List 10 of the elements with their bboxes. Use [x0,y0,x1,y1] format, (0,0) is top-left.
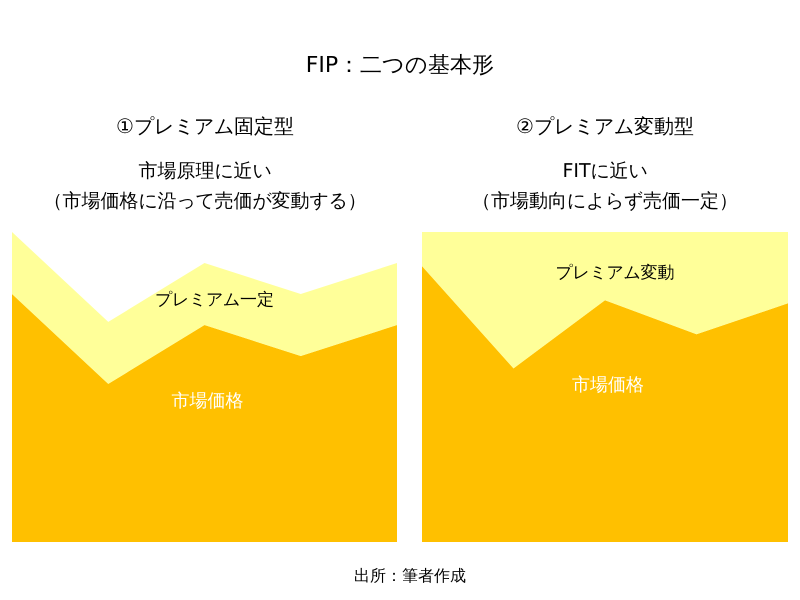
chart-subtitle: 市場原理に近い（市場価格に沿って売価が変動する） [44,160,366,212]
series-label: プレミアム変動 [556,262,674,283]
chart-title: ②プレミアム変動型 [516,114,694,138]
text: FIP：二つの基本形 [304,52,496,80]
chart-subtitle: FITに近い（市場動向によらず売価一定） [472,160,738,212]
text: 出所：筆者作成 [353,566,467,587]
series-label: 市場価格 [572,374,644,396]
series-label: プレミアム一定 [155,290,274,310]
series-label: 市場価格 [172,390,244,412]
chart-title: ①プレミアム固定型 [116,114,294,138]
